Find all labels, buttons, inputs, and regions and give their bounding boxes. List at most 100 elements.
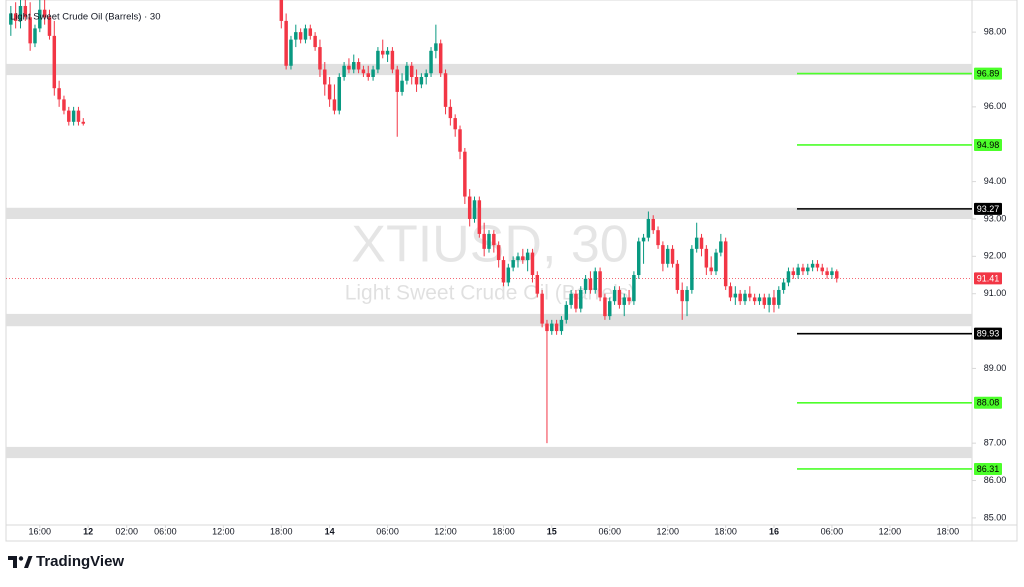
candle-body	[675, 263, 680, 290]
x-tick-label: 16	[769, 526, 779, 536]
x-tick-label: 06:00	[154, 526, 177, 536]
candle-body	[424, 73, 428, 77]
candle-body	[690, 248, 694, 290]
candle-body	[448, 106, 453, 119]
candle-body	[308, 28, 313, 36]
candle-body	[545, 323, 549, 332]
candle-body	[67, 110, 71, 122]
candle-body	[438, 43, 443, 74]
candle-body	[733, 293, 738, 298]
candle-body	[743, 293, 747, 302]
candle-body	[458, 129, 462, 152]
x-tick-label: 12:00	[656, 526, 679, 536]
candle-body	[752, 297, 757, 302]
y-tick-label: 93.00	[984, 213, 1007, 223]
y-tick-label: 89.00	[984, 363, 1007, 373]
zones	[6, 63, 972, 459]
candle-body	[762, 297, 767, 305]
candle-body	[661, 245, 665, 264]
candle-body	[81, 121, 86, 124]
x-tick-label: 16:00	[29, 526, 52, 536]
x-tick-label: 06:00	[821, 526, 844, 536]
candle-body	[550, 323, 554, 332]
x-tick-label: 06:00	[598, 526, 621, 536]
candle-body	[409, 65, 414, 77]
last-price-label-bg	[974, 272, 1002, 285]
chart-title: Light Sweet Crude Oil (Barrels) · 30	[10, 12, 160, 23]
candle-body	[52, 35, 57, 89]
candle-body	[467, 196, 472, 219]
candle-body	[636, 241, 641, 276]
x-tick-label: 12:00	[434, 526, 457, 536]
candle-body	[656, 230, 660, 246]
candle-body	[395, 69, 399, 92]
candle-body	[641, 237, 646, 242]
candle-body	[57, 88, 61, 100]
x-tick-label: 12	[83, 526, 93, 536]
candle-body	[521, 256, 525, 261]
candle-body	[665, 248, 670, 264]
level-label-bg	[974, 396, 1002, 409]
candle-body	[47, 17, 52, 36]
candle-body	[709, 267, 713, 272]
candle-body	[453, 118, 457, 130]
candle-body	[825, 271, 829, 276]
candle-body	[598, 271, 602, 298]
candle-body	[835, 271, 839, 279]
candle-body	[463, 151, 467, 197]
level-label-bg	[974, 202, 1002, 215]
candle-body	[337, 76, 342, 111]
y-tick-label: 85.00	[984, 512, 1007, 522]
candle-body	[332, 99, 337, 111]
candle-body	[806, 267, 810, 272]
candle-body	[651, 218, 655, 231]
candle-body	[617, 289, 622, 305]
zone	[6, 313, 972, 327]
candle-body	[42, 9, 47, 18]
candle-body	[815, 263, 820, 268]
candle-body	[23, 5, 28, 18]
x-tick-label: 14	[325, 526, 335, 536]
x-tick-label: 06:00	[376, 526, 399, 536]
candle-body	[443, 73, 448, 107]
candle-body	[777, 289, 781, 305]
candle-body	[767, 297, 771, 305]
candle-body	[612, 289, 617, 302]
candle-body	[622, 297, 626, 305]
candle-body	[376, 50, 380, 70]
candle-body	[810, 263, 815, 268]
candle-body	[646, 218, 651, 238]
candle-body	[564, 304, 569, 320]
candle-body	[327, 84, 332, 100]
candle-body	[593, 271, 597, 290]
candle-body	[714, 252, 718, 272]
plot	[6, 0, 972, 470]
candle-body	[632, 275, 636, 302]
x-tick-label: 18:00	[270, 526, 293, 536]
candle-body	[294, 32, 298, 40]
y-tick-label: 98.00	[984, 27, 1007, 37]
candle-body	[434, 43, 438, 51]
candle-body	[525, 252, 530, 261]
candle-body	[830, 271, 834, 276]
x-tick-label: 02:00	[115, 526, 138, 536]
candle-body	[588, 278, 593, 290]
candle-body	[554, 323, 559, 332]
axes: 98.00 96.00 94.00 93.00 92.00 91.00 89.00 87.00…	[29, 27, 1007, 537]
candle-body	[303, 28, 308, 40]
y-tick-label: 86.00	[984, 475, 1007, 485]
candle-body	[801, 267, 805, 272]
candle-body	[33, 28, 37, 44]
candle-body	[496, 245, 501, 261]
candle-body	[535, 275, 540, 294]
level-label: 93.27	[977, 204, 1000, 214]
candle-body	[574, 293, 578, 309]
candle-body	[704, 248, 709, 268]
x-tick-label: 18:00	[714, 526, 737, 536]
candle-body	[723, 241, 728, 287]
candle-body	[323, 69, 327, 85]
candle-body	[400, 80, 404, 92]
candle-body	[318, 47, 322, 70]
